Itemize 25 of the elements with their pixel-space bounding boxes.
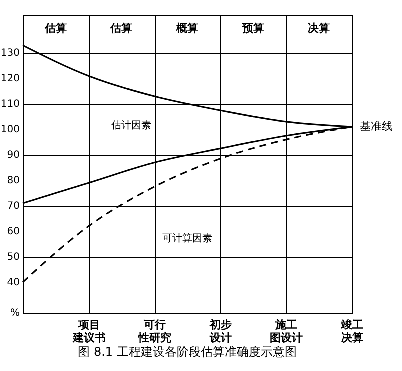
x-tick-label: 可行性研究 <box>138 318 172 344</box>
x-tick-label: 竣工 决算 <box>340 318 364 344</box>
y-tick-label: 120 <box>0 74 20 85</box>
text: 图 8.1 工程建设各阶段估算准确度示意图 <box>78 345 297 359</box>
y-tick-label: % <box>10 308 20 319</box>
annotation: 估计因素 <box>112 119 152 132</box>
y-tick-label: 60 <box>7 226 20 238</box>
annotation: 估算 <box>44 22 67 35</box>
y-tick-label: 100 <box>0 124 20 136</box>
y-tick-label: 70 <box>7 201 20 212</box>
y-tick-label: 40 <box>7 277 20 288</box>
y-tick-label: 50 <box>7 252 20 263</box>
annotation: 估算 <box>110 22 133 35</box>
x-tick-label: 初步设计 <box>208 318 232 344</box>
x-tick-label: 施工图设计 <box>270 318 304 344</box>
annotation: 预算 <box>241 22 264 35</box>
annotation: 概算 <box>176 22 198 35</box>
x-tick-label: 项目建议书 <box>72 318 106 344</box>
annotation: 可计算因素 <box>162 232 212 244</box>
annotation: 基准线 <box>360 120 393 134</box>
annotation: 决算 <box>308 22 330 35</box>
y-tick-label: 90 <box>7 150 20 162</box>
y-tick-label: 130 <box>0 48 20 60</box>
y-tick-label: 80 <box>7 176 20 187</box>
y-tick-label: 110 <box>0 99 20 110</box>
